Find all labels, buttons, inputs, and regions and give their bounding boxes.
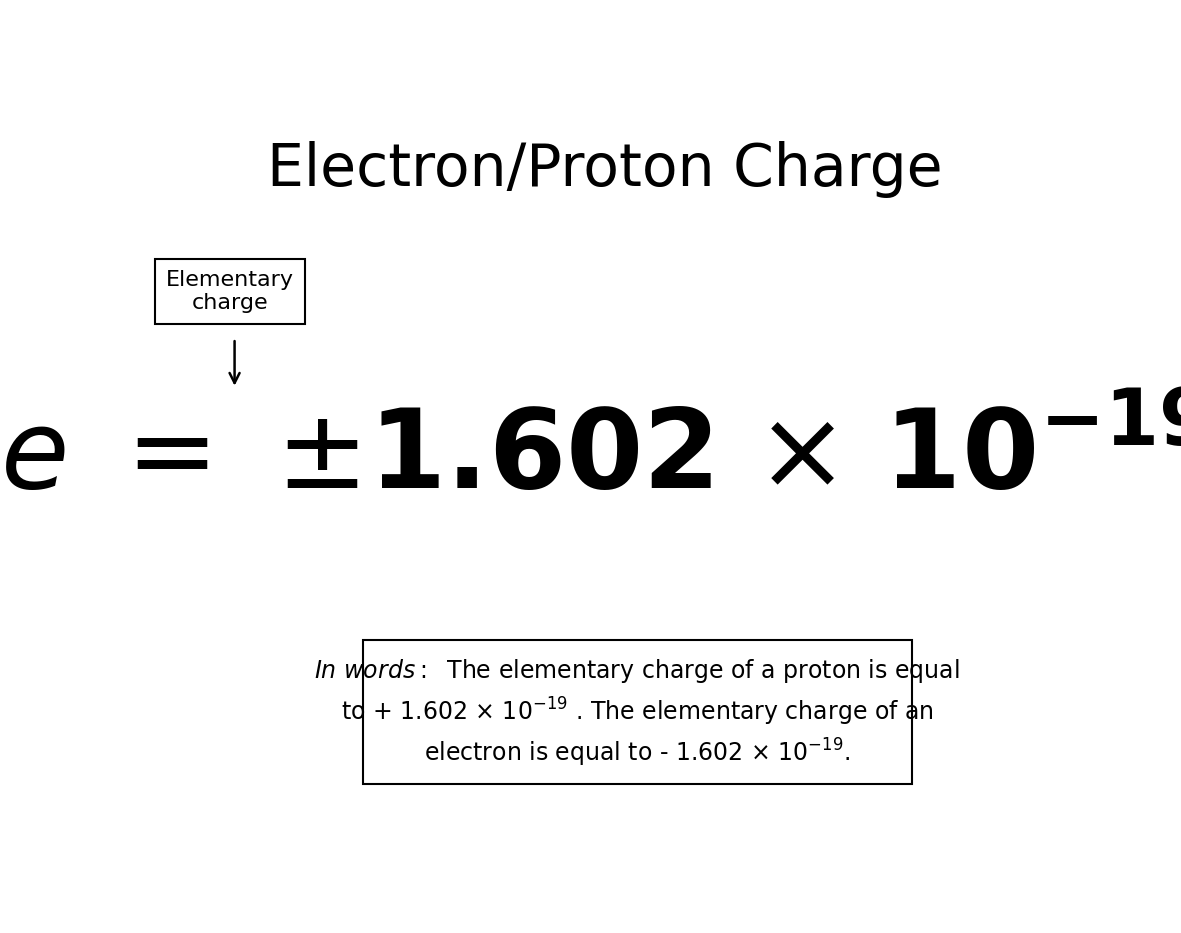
Text: $\mathit{e}$ $=$ $\pm$$\mathbf{1.602}$ $\times$ $\mathbf{10^{-19}}$: $\mathit{e}$ $=$ $\pm$$\mathbf{1.602}$ $… — [0, 402, 1181, 511]
Text: Elementary
charge: Elementary charge — [167, 270, 294, 313]
Text: Electron/Proton Charge: Electron/Proton Charge — [267, 141, 944, 198]
Text: $\mathit{In\ words:}$  The elementary charge of a proton is equal: $\mathit{In\ words:}$ The elementary cha… — [314, 657, 960, 685]
Bar — [363, 640, 912, 784]
Text: electron is equal to - 1.602 $\times$ 10$^{-19}$.: electron is equal to - 1.602 $\times$ 10… — [424, 737, 850, 769]
Text: to + 1.602 $\times$ 10$^{-19}$ . The elementary charge of an: to + 1.602 $\times$ 10$^{-19}$ . The ele… — [341, 696, 934, 728]
